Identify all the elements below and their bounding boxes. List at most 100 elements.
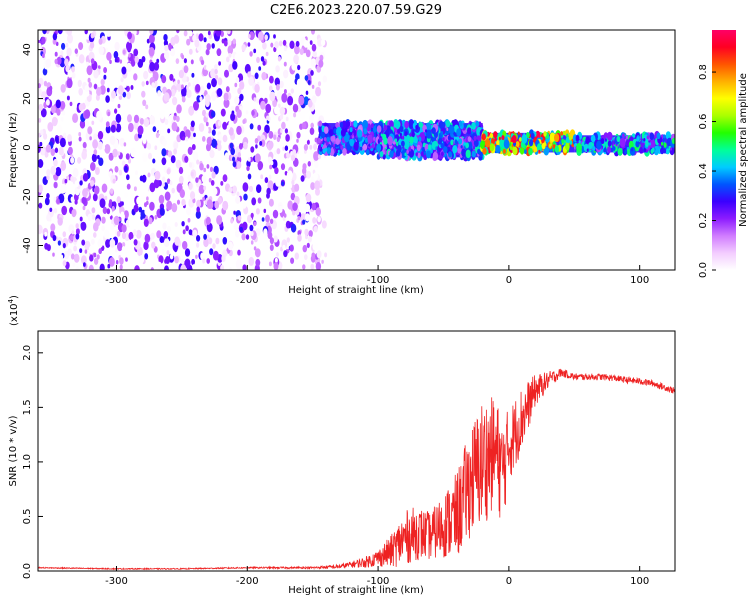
heatmap-cell	[213, 187, 218, 196]
heatmap-cell	[180, 264, 187, 270]
heatmap-cell	[205, 216, 211, 225]
heatmap-cell	[416, 144, 421, 152]
heatmap-cell	[607, 140, 612, 147]
heatmap-cell	[565, 142, 570, 151]
heatmap-cell	[206, 136, 212, 146]
heatmap-cell	[49, 85, 53, 91]
heatmap-cell	[270, 160, 274, 166]
heatmap-cell	[176, 30, 180, 34]
heatmap-cell	[397, 144, 402, 153]
heatmap-cell	[356, 129, 363, 138]
heatmap-cell	[578, 140, 581, 144]
heatmap-cell	[173, 115, 177, 121]
heatmap-cell	[73, 253, 80, 263]
colorbar-gradient	[712, 30, 736, 270]
heatmap-cell	[121, 246, 126, 252]
heatmap-cell	[105, 47, 109, 53]
heatmap-cell	[215, 105, 220, 113]
heatmap-cell	[323, 137, 327, 142]
heatmap-cell	[75, 266, 80, 270]
heatmap-cell	[75, 228, 80, 235]
heatmap-cell	[84, 30, 88, 35]
heatmap-cell	[661, 141, 664, 146]
heatmap-cell	[75, 223, 79, 229]
heatmap-cell	[254, 248, 261, 258]
y-tick-label: 20	[22, 92, 33, 105]
heatmap-cell	[187, 82, 191, 87]
heatmap-cell	[88, 264, 94, 270]
heatmap-cell	[87, 126, 93, 135]
heatmap-cell	[269, 75, 274, 84]
heatmap-cell	[90, 41, 95, 49]
heatmap-cell	[269, 164, 273, 170]
heatmap-cell	[136, 196, 142, 205]
heatmap-cell	[101, 183, 108, 193]
heatmap-cell	[144, 202, 147, 208]
heatmap-cell	[269, 218, 274, 224]
heatmap-cell	[192, 48, 195, 54]
heatmap-cell	[296, 78, 302, 87]
heatmap-cell	[164, 44, 169, 52]
heatmap-cell	[223, 92, 229, 101]
heatmap-cell	[154, 215, 158, 220]
heatmap-cell	[182, 240, 188, 250]
heatmap-cell	[415, 152, 418, 157]
heatmap-cell	[399, 125, 404, 133]
heatmap-cell	[211, 91, 217, 101]
heatmap-cell	[66, 95, 70, 101]
heatmap-cell	[188, 105, 195, 116]
heatmap-cell	[261, 71, 267, 81]
heatmap-cell	[307, 236, 312, 243]
heatmap-cell	[141, 174, 147, 183]
heatmap-cell	[93, 232, 97, 238]
spectrogram-y-axis: -40 -20 0 20 40	[22, 43, 43, 254]
heatmap-cell	[118, 169, 123, 176]
heatmap-cell	[112, 178, 116, 184]
heatmap-cell	[425, 122, 432, 132]
heatmap-cell	[272, 99, 277, 108]
heatmap-cell	[463, 123, 467, 129]
heatmap-cell	[78, 136, 82, 142]
heatmap-cell	[56, 56, 62, 65]
heatmap-cell	[207, 126, 212, 134]
heatmap-cell	[280, 128, 283, 134]
heatmap-cell	[450, 140, 454, 146]
heatmap-cell	[460, 145, 463, 149]
heatmap-cell	[101, 216, 106, 224]
heatmap-cell	[247, 34, 251, 39]
spectrogram-y-axis-label: Frequency (Hz)	[8, 112, 19, 188]
y-tick-label: 0.5	[22, 509, 33, 525]
heatmap-cell	[239, 81, 245, 90]
heatmap-cell	[90, 58, 95, 65]
heatmap-cell	[161, 248, 165, 254]
heatmap-cell	[159, 109, 166, 120]
heatmap-cell	[46, 174, 50, 181]
heatmap-cell	[110, 223, 115, 231]
heatmap-cell	[299, 199, 305, 208]
heatmap-cell	[596, 140, 602, 150]
heatmap-cell	[114, 166, 119, 173]
heatmap-cell	[494, 137, 497, 142]
heatmap-cell	[297, 64, 301, 71]
heatmap-cell	[578, 133, 582, 139]
heatmap-cell	[619, 137, 626, 148]
heatmap-cell	[299, 48, 304, 55]
heatmap-cell	[107, 263, 111, 269]
heatmap-cell	[138, 206, 143, 213]
heatmap-cell	[275, 84, 280, 91]
heatmap-cell	[276, 136, 281, 143]
heatmap-cell	[57, 124, 63, 134]
heatmap-cell	[212, 194, 217, 202]
heatmap-cell	[426, 150, 431, 159]
heatmap-cell	[313, 151, 320, 161]
heatmap-cell	[133, 73, 138, 81]
heatmap-cell	[236, 191, 240, 197]
heatmap-cell	[282, 244, 286, 250]
heatmap-cell	[283, 89, 287, 94]
heatmap-cell	[228, 186, 233, 193]
heatmap-cell	[188, 162, 193, 168]
heatmap-cell	[274, 167, 279, 175]
heatmap-cell	[302, 219, 306, 225]
heatmap-cell	[276, 252, 279, 257]
heatmap-cell	[260, 139, 266, 147]
